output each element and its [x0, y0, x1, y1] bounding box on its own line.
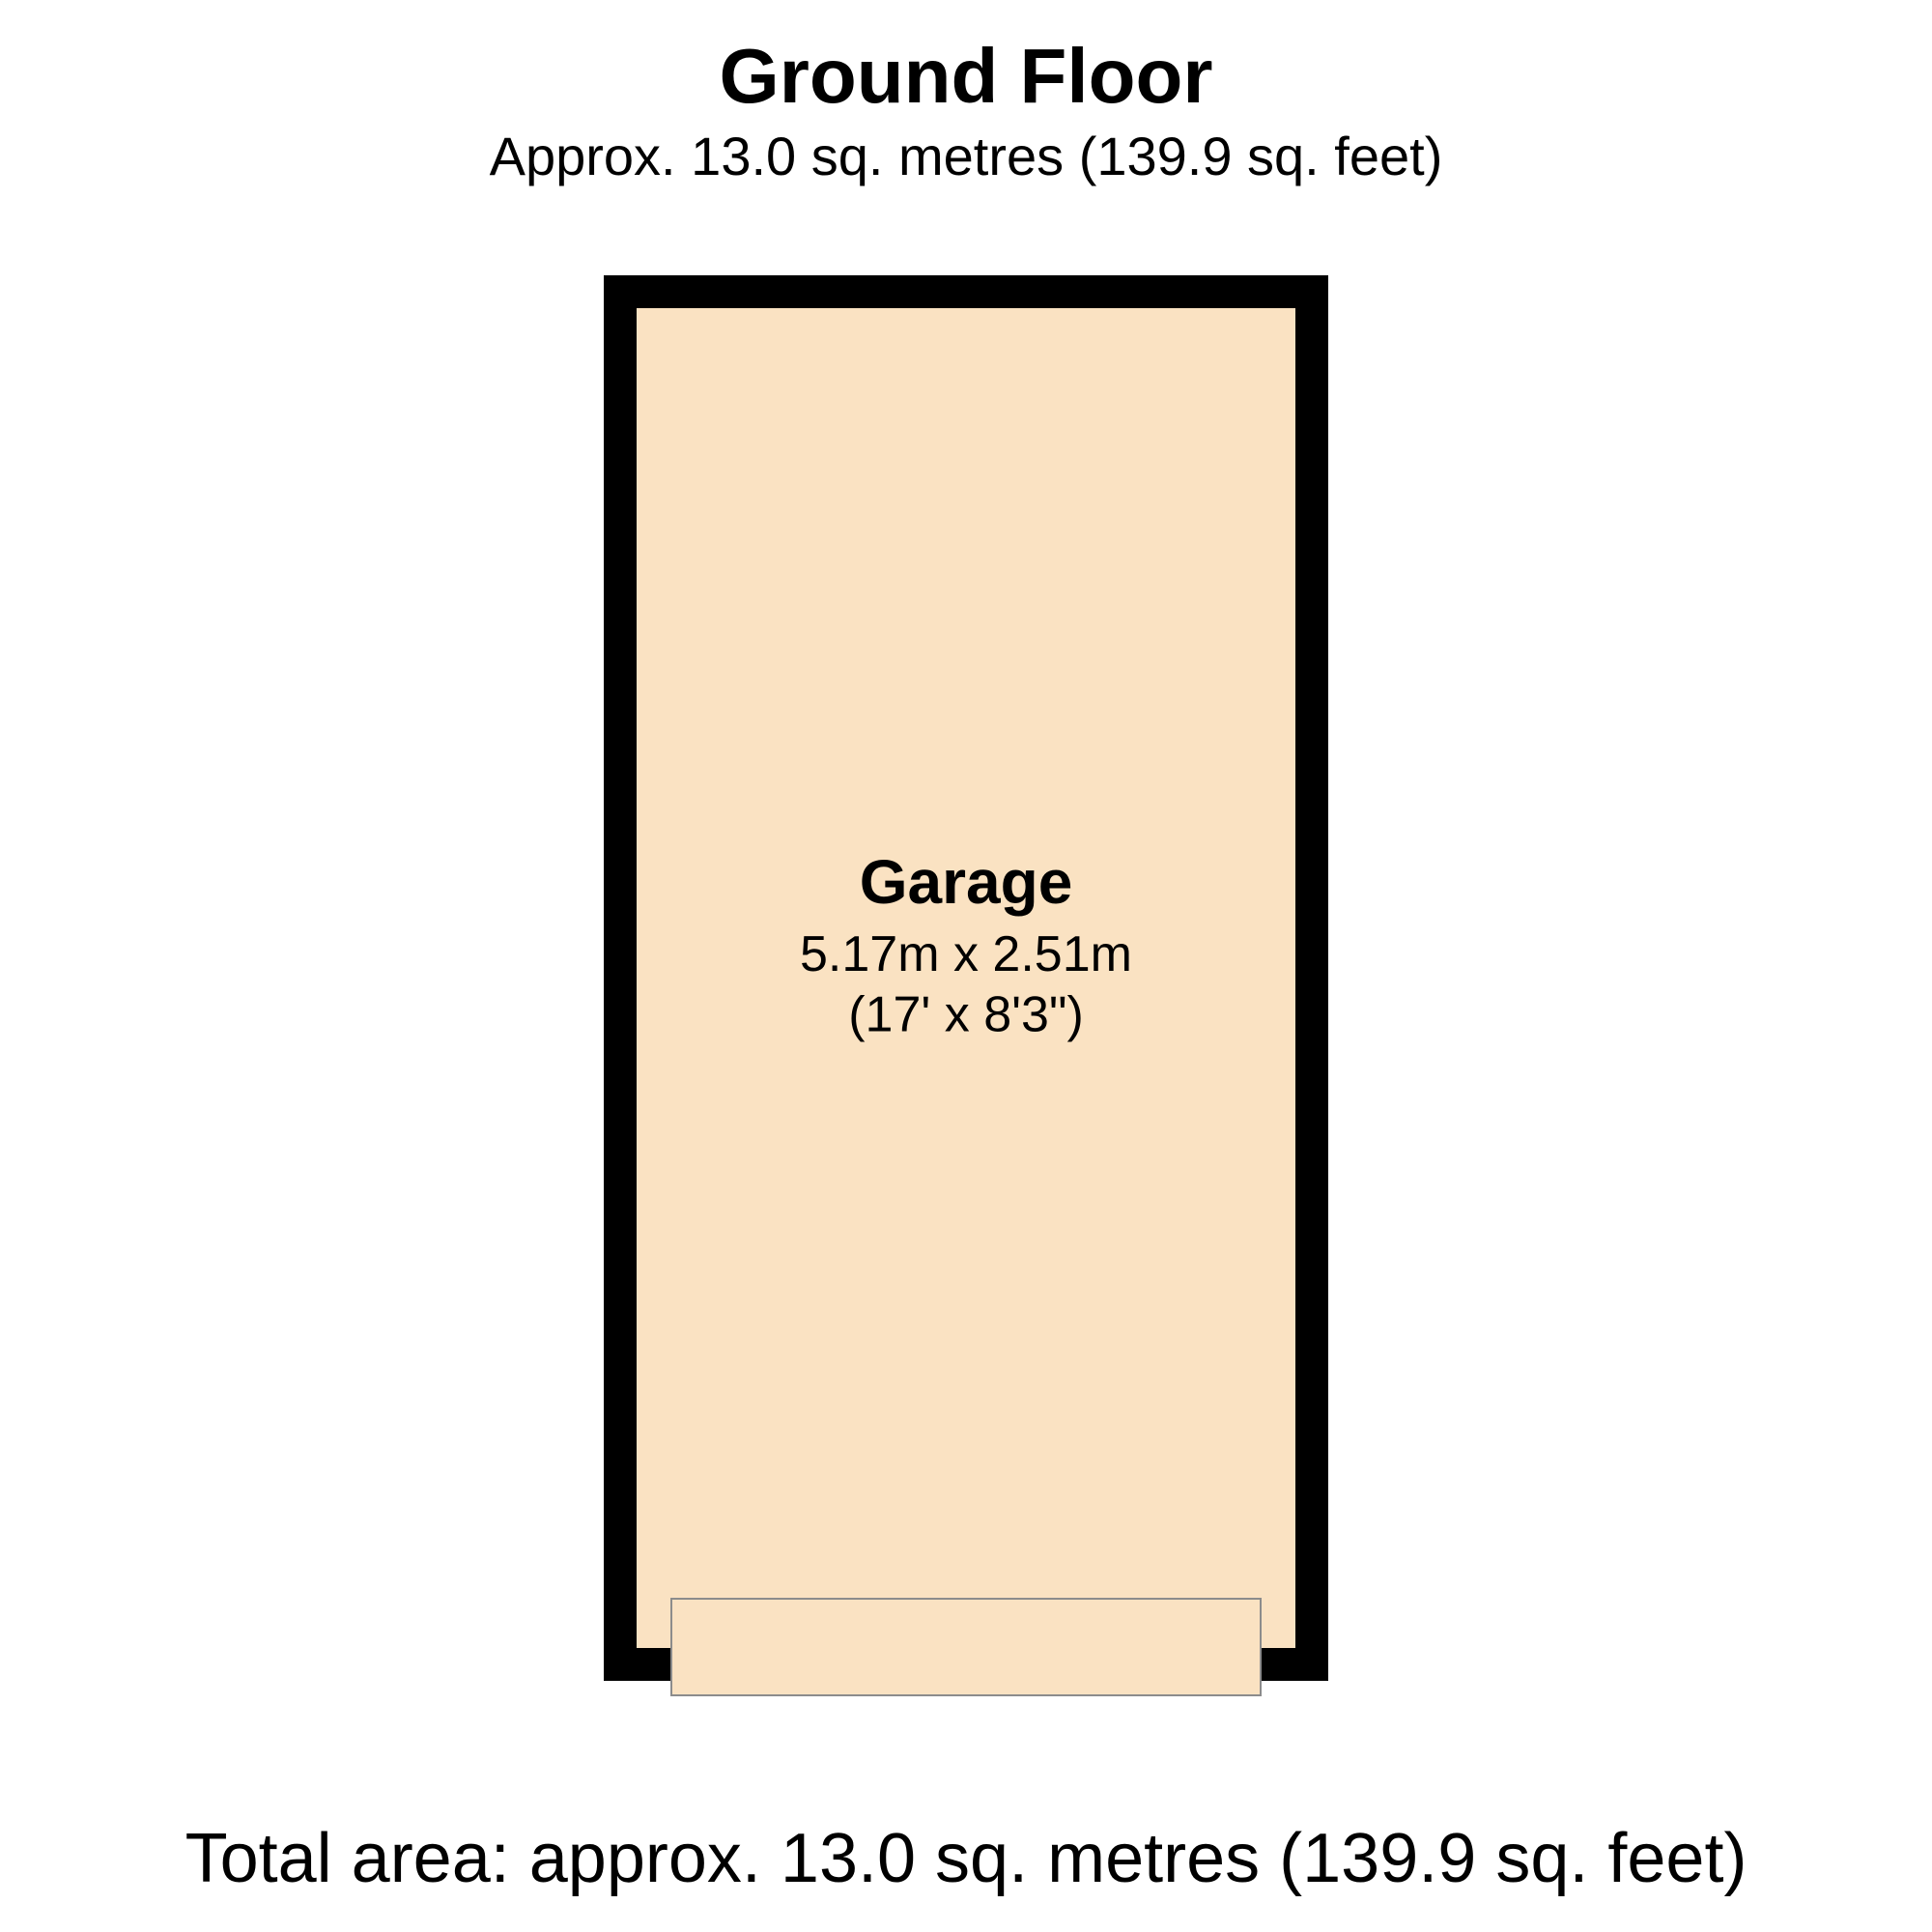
room-dim-imperial: (17' x 8'3") [848, 986, 1084, 1042]
floor-title: Ground Floor [0, 34, 1932, 119]
floorplan-container: Garage 5.17m x 2.51m (17' x 8'3") [0, 275, 1932, 1724]
floor-area-subtitle: Approx. 13.0 sq. metres (139.9 sq. feet) [0, 125, 1932, 187]
room-dim-metric: 5.17m x 2.51m [800, 926, 1132, 982]
header: Ground Floor Approx. 13.0 sq. metres (13… [0, 34, 1932, 187]
page-root: Ground Floor Approx. 13.0 sq. metres (13… [0, 0, 1932, 1932]
floorplan-svg: Garage 5.17m x 2.51m (17' x 8'3") [604, 275, 1328, 1724]
room-name-label: Garage [860, 847, 1073, 917]
total-area-text: Total area: approx. 13.0 sq. metres (139… [0, 1819, 1932, 1898]
footer: Total area: approx. 13.0 sq. metres (139… [0, 1819, 1932, 1898]
garage-door [671, 1599, 1261, 1695]
